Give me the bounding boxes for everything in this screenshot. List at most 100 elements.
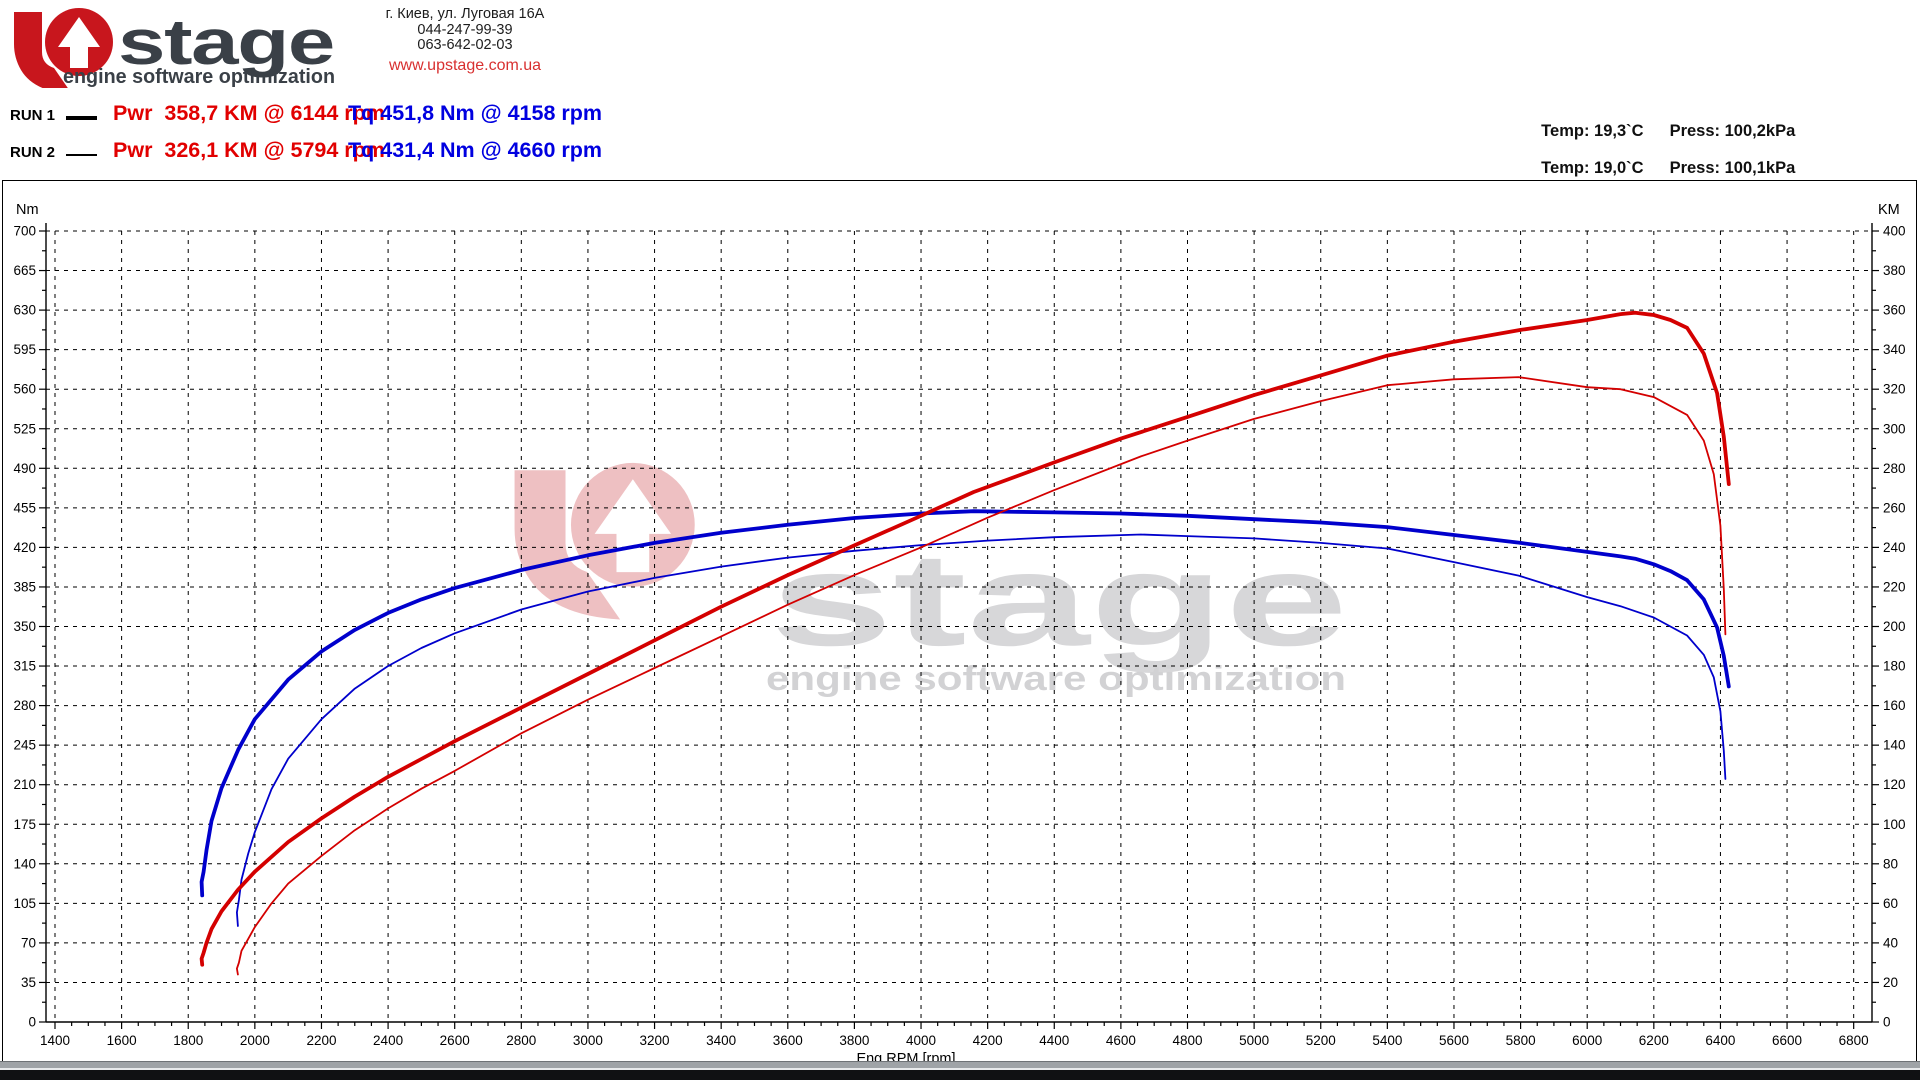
brand-tagline: engine software optimization bbox=[63, 66, 335, 88]
y-right-tick-label: 0 bbox=[1883, 1015, 1891, 1030]
x-tick-label: 5400 bbox=[1372, 1033, 1402, 1048]
dyno-curves bbox=[199, 310, 1731, 976]
y-right-tick-label: 60 bbox=[1883, 896, 1898, 911]
y-right-tick-label: 140 bbox=[1883, 738, 1906, 753]
y-left-tick-label: 700 bbox=[13, 224, 36, 239]
axis-ticks bbox=[39, 230, 1879, 1029]
x-tick-label: 2000 bbox=[240, 1033, 270, 1048]
window-bottom-edge bbox=[0, 1070, 1920, 1080]
y-right-tick-label: 220 bbox=[1883, 579, 1906, 594]
x-tick-label: 3000 bbox=[573, 1033, 603, 1048]
window-bottom-strip bbox=[0, 1061, 1920, 1069]
curve-run-2-power-km- bbox=[235, 376, 1727, 976]
y-left-tick-label: 630 bbox=[13, 303, 36, 318]
watermark-brand-text: stage bbox=[770, 526, 1348, 673]
x-tick-label: 5200 bbox=[1306, 1033, 1336, 1048]
y-left-axis-title: Nm bbox=[16, 202, 39, 218]
y-left-tick-label: 385 bbox=[13, 579, 36, 594]
run2-label: RUN 2 bbox=[10, 144, 56, 161]
y-right-tick-label: 360 bbox=[1883, 303, 1906, 318]
y-left-tick-label: 245 bbox=[13, 738, 36, 753]
x-tick-label: 1800 bbox=[173, 1033, 203, 1048]
x-tick-label: 5000 bbox=[1239, 1033, 1269, 1048]
axes bbox=[45, 223, 1873, 1023]
company-address: г. Киев, ул. Луговая 16А 044-247-99-39 0… bbox=[362, 6, 568, 54]
y-left-tick-label: 315 bbox=[13, 659, 36, 674]
y-left-tick-label: 175 bbox=[13, 817, 36, 832]
upstage-logo-mark bbox=[14, 8, 113, 88]
x-tick-label: 2200 bbox=[306, 1033, 336, 1048]
x-tick-label: 5600 bbox=[1439, 1033, 1469, 1048]
y-left-tick-label: 455 bbox=[13, 500, 36, 515]
y-right-tick-label: 120 bbox=[1883, 777, 1906, 792]
run1-legend-line bbox=[66, 116, 97, 120]
watermark-u-shape bbox=[514, 470, 621, 620]
y-left-tick-label: 350 bbox=[13, 619, 36, 634]
y-left-tick-label: 105 bbox=[13, 896, 36, 911]
run1-torque-result: Tq 451,8 Nm @ 4158 rpm bbox=[348, 101, 602, 125]
y-right-tick-label: 320 bbox=[1883, 382, 1906, 397]
run2-torque-result: Tq 431,4 Nm @ 4660 rpm bbox=[348, 138, 602, 162]
y-right-axis-title: KM bbox=[1878, 202, 1900, 218]
y-right-tick-label: 380 bbox=[1883, 263, 1906, 278]
run2-power-result: Pwr 326,1 KM @ 5794 rpm bbox=[113, 138, 385, 162]
x-tick-label: 6600 bbox=[1772, 1033, 1802, 1048]
y-left-tick-label: 595 bbox=[13, 342, 36, 357]
x-tick-label: 6800 bbox=[1839, 1033, 1869, 1048]
x-tick-label: 6200 bbox=[1639, 1033, 1669, 1048]
run1-power-result: Pwr 358,7 KM @ 6144 rpm bbox=[113, 101, 385, 125]
watermark-up-arrow-icon bbox=[594, 479, 672, 573]
run2-temp: Temp: 19,0`C bbox=[1541, 159, 1644, 177]
x-tick-label: 4800 bbox=[1172, 1033, 1202, 1048]
x-tick-label: 3200 bbox=[640, 1033, 670, 1048]
x-tick-label: 6400 bbox=[1705, 1033, 1735, 1048]
run1-pressure: Press: 100,2kPa bbox=[1669, 122, 1796, 140]
y-right-tick-label: 160 bbox=[1883, 698, 1906, 713]
y-left-tick-label: 490 bbox=[13, 461, 36, 476]
x-tick-label: 4200 bbox=[973, 1033, 1003, 1048]
y-right-tick-label: 400 bbox=[1883, 224, 1906, 239]
y-right-tick-label: 240 bbox=[1883, 540, 1906, 555]
x-tick-label: 5800 bbox=[1506, 1033, 1536, 1048]
y-right-tick-label: 80 bbox=[1883, 856, 1898, 871]
address-line: г. Киев, ул. Луговая 16А bbox=[385, 6, 545, 22]
phone-number: 063-642-02-03 bbox=[417, 37, 513, 53]
y-left-tick-label: 665 bbox=[13, 263, 36, 278]
x-tick-label: 4600 bbox=[1106, 1033, 1136, 1048]
y-left-tick-label: 560 bbox=[13, 382, 36, 397]
x-tick-label: 2400 bbox=[373, 1033, 403, 1048]
run2-legend-line bbox=[66, 154, 97, 156]
x-tick-label: 4000 bbox=[906, 1033, 936, 1048]
website-link: www.upstage.com.ua bbox=[388, 57, 542, 74]
x-tick-label: 2800 bbox=[506, 1033, 536, 1048]
y-right-tick-label: 340 bbox=[1883, 342, 1906, 357]
grid-lines bbox=[46, 230, 1872, 1022]
y-left-tick-label: 525 bbox=[13, 421, 36, 436]
y-right-tick-label: 180 bbox=[1883, 659, 1906, 674]
run1-conditions: Temp: 19,3`C Press: 100,2kPa bbox=[1532, 103, 1795, 141]
y-left-tick-label: 35 bbox=[21, 975, 36, 990]
up-arrow-icon bbox=[58, 17, 100, 68]
logo-u-shape bbox=[14, 12, 68, 88]
curve-run-1-power-km- bbox=[199, 310, 1731, 967]
y-left-tick-label: 0 bbox=[28, 1015, 36, 1030]
x-tick-label: 3400 bbox=[706, 1033, 736, 1048]
axis-tick-labels: 0 0 35 20 70 40 105 60 140 80 175 100 210 120 245 140 28… bbox=[13, 224, 1905, 1049]
run2-pressure: Press: 100,1kPa bbox=[1669, 159, 1796, 177]
x-tick-label: 4400 bbox=[1039, 1033, 1069, 1048]
run1-label: RUN 1 bbox=[10, 107, 56, 124]
y-right-tick-label: 20 bbox=[1883, 975, 1898, 990]
watermark-logo-mark bbox=[514, 462, 695, 620]
y-left-tick-label: 70 bbox=[21, 935, 36, 950]
y-left-tick-label: 280 bbox=[13, 698, 36, 713]
y-right-tick-label: 300 bbox=[1883, 421, 1906, 436]
x-tick-label: 3800 bbox=[839, 1033, 869, 1048]
x-tick-label: 2600 bbox=[440, 1033, 470, 1048]
x-tick-label: 1400 bbox=[40, 1033, 70, 1048]
y-right-tick-label: 280 bbox=[1883, 461, 1906, 476]
y-left-tick-label: 420 bbox=[13, 540, 36, 555]
y-right-tick-label: 40 bbox=[1883, 935, 1898, 950]
curve-run-2-torque-nm- bbox=[235, 533, 1727, 927]
y-right-tick-label: 200 bbox=[1883, 619, 1906, 634]
